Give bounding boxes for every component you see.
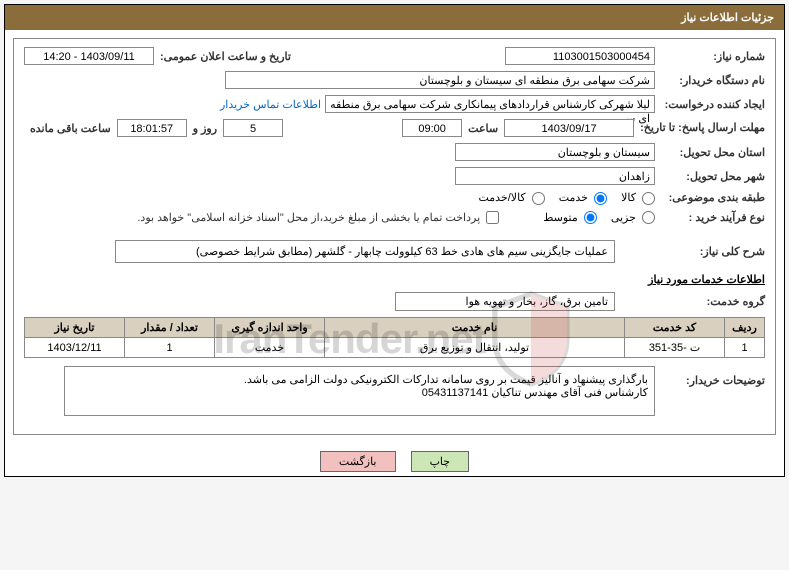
deadline-countdown: 18:01:57: [117, 119, 187, 137]
city-label: شهر محل تحویل:: [655, 170, 765, 183]
radio-khadamat[interactable]: [594, 192, 607, 205]
td-code: ت -35-351: [625, 338, 725, 358]
city-value: زاهدان: [455, 167, 655, 185]
td-name: تولید، انتقال و توزیع برق: [325, 338, 625, 358]
deadline-date: 1403/09/17: [504, 119, 634, 137]
deadline-remain-label: ساعت باقی مانده: [24, 122, 117, 135]
deadline-label: مهلت ارسال پاسخ: تا تاریخ:: [634, 122, 765, 134]
need-no-label: شماره نیاز:: [655, 50, 765, 63]
th-name: نام خدمت: [325, 318, 625, 338]
deadline-days: 5: [223, 119, 283, 137]
back-button[interactable]: بازگشت: [320, 451, 396, 472]
requester-value: لیلا شهرکی کارشناس قراردادهای پیمانکاری …: [325, 95, 655, 113]
buyer-notes-text: بارگذاری پیشنهاد و آنالیز قیمت بر روی سا…: [64, 366, 655, 416]
td-row: 1: [725, 338, 765, 358]
buyer-contact-link[interactable]: اطلاعات تماس خریدار: [220, 98, 321, 111]
service-group-label: گروه خدمت:: [655, 295, 765, 308]
service-group-value: تامین برق، گاز، بخار و تهویه هوا: [395, 292, 615, 311]
radio-jozee[interactable]: [642, 211, 655, 224]
buyer-org-label: نام دستگاه خریدار:: [655, 74, 765, 87]
announce-label: تاریخ و ساعت اعلان عمومی:: [154, 50, 297, 63]
process-label: نوع فرآیند خرید :: [655, 211, 765, 224]
services-info-title: اطلاعات خدمات مورد نیاز: [24, 273, 765, 286]
checkbox-partial-label[interactable]: پرداخت تمام یا بخشی از مبلغ خرید،از محل …: [137, 211, 499, 225]
requester-label: ایجاد کننده درخواست:: [655, 98, 765, 111]
table-row: 1 ت -35-351 تولید، انتقال و توزیع برق خد…: [25, 338, 765, 358]
deadline-time: 09:00: [402, 119, 462, 137]
radio-motevaset[interactable]: [584, 211, 597, 224]
button-row: چاپ بازگشت: [5, 443, 784, 476]
province-label: استان محل تحویل:: [655, 146, 765, 159]
th-row: ردیف: [725, 318, 765, 338]
radio-kala[interactable]: [642, 192, 655, 205]
radio-khadamat-label[interactable]: خدمت: [559, 191, 607, 205]
province-value: سیستان و بلوچستان: [455, 143, 655, 161]
need-no-value: 1103001503000454: [505, 47, 655, 65]
radio-kala-khadamat[interactable]: [532, 192, 545, 205]
deadline-time-label: ساعت: [462, 122, 504, 135]
radio-motevaset-label[interactable]: متوسط: [543, 211, 597, 225]
radio-jozee-label[interactable]: جزیی: [611, 211, 655, 225]
buyer-org-value: شرکت سهامی برق منطقه ای سیستان و بلوچستا…: [225, 71, 655, 89]
radio-kala-label[interactable]: کالا: [621, 191, 655, 205]
th-unit: واحد اندازه گیری: [215, 318, 325, 338]
th-date: تاریخ نیاز: [25, 318, 125, 338]
form-container: IranTender.net شماره نیاز: 1103001503000…: [13, 38, 776, 435]
print-button[interactable]: چاپ: [411, 451, 470, 472]
need-desc-label: شرح کلی نیاز:: [655, 245, 765, 258]
category-label: طبقه بندی موضوعی:: [655, 191, 765, 204]
td-unit: خدمت: [215, 338, 325, 358]
announce-value: 1403/09/11 - 14:20: [24, 47, 154, 65]
td-date: 1403/12/11: [25, 338, 125, 358]
radio-kala-khadamat-label[interactable]: کالا/خدمت: [478, 191, 544, 205]
th-code: کد خدمت: [625, 318, 725, 338]
buyer-notes-label: توضیحات خریدار:: [655, 374, 765, 387]
td-qty: 1: [125, 338, 215, 358]
panel-header: جزئیات اطلاعات نیاز: [5, 5, 784, 30]
panel-title: جزئیات اطلاعات نیاز: [681, 12, 774, 24]
services-table: ردیف کد خدمت نام خدمت واحد اندازه گیری ت…: [24, 317, 765, 358]
need-desc-box: عملیات جایگزینی سیم های هادی خط 63 کیلوو…: [115, 240, 615, 263]
main-panel: جزئیات اطلاعات نیاز IranTender.net شماره…: [4, 4, 785, 477]
deadline-days-label: روز و: [187, 122, 223, 135]
th-qty: تعداد / مقدار: [125, 318, 215, 338]
checkbox-partial[interactable]: [486, 211, 499, 224]
